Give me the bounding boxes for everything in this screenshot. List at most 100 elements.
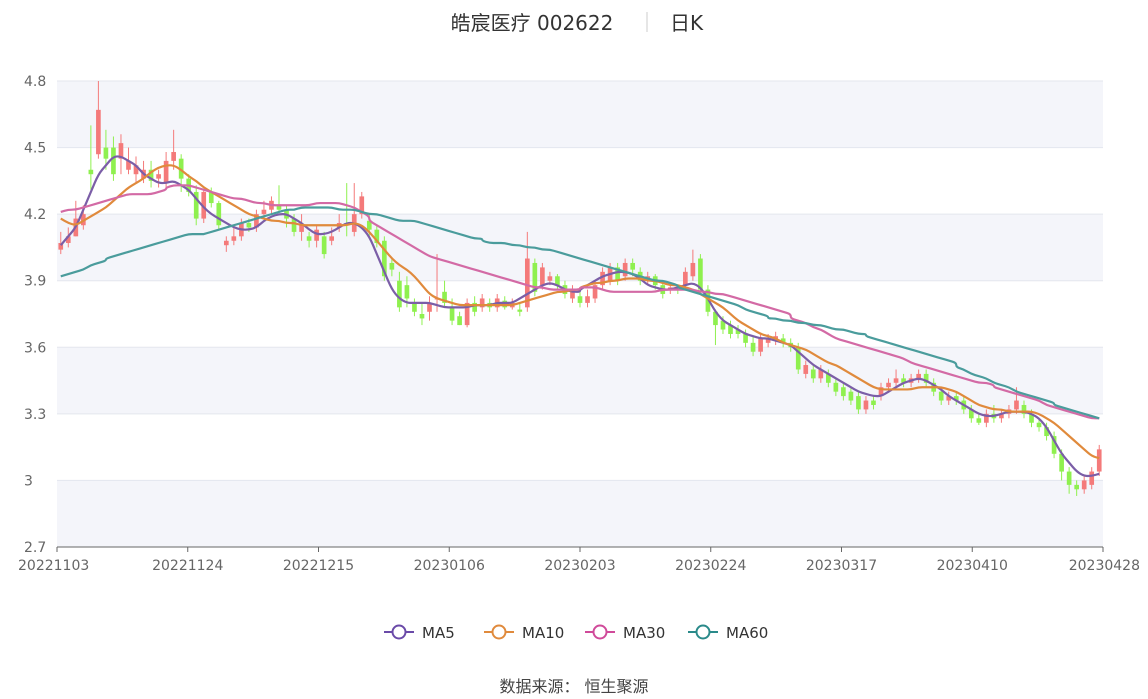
candle — [359, 191, 365, 219]
x-tick-label: 20230317 — [806, 558, 877, 574]
candle — [306, 231, 312, 248]
legend-item-ma5[interactable]: MA5 — [384, 624, 455, 642]
candle — [223, 236, 229, 252]
candle — [818, 365, 824, 383]
candle — [96, 81, 101, 159]
candle-body — [780, 338, 786, 343]
candle — [73, 200, 79, 237]
candle-body — [65, 236, 71, 243]
candle — [878, 382, 884, 401]
legend-label: MA60 — [726, 624, 768, 642]
candle — [524, 231, 530, 312]
candle-body — [976, 418, 982, 423]
x-tick-label: 20230224 — [675, 558, 746, 574]
candle-body — [276, 205, 282, 210]
candle — [999, 409, 1004, 423]
candle — [585, 289, 590, 308]
candle-body — [479, 298, 485, 308]
legend-marker-icon — [592, 624, 608, 640]
candle-body — [856, 396, 861, 410]
candle-body — [968, 409, 974, 419]
candle — [133, 156, 139, 184]
chart-title: 皓宸医疗 002622 日K — [451, 11, 704, 35]
candle — [156, 169, 161, 188]
candle-body — [863, 400, 869, 410]
y-tick-label: 3.3 — [24, 407, 46, 423]
candle — [946, 391, 952, 405]
legend-item-ma60[interactable]: MA60 — [688, 624, 768, 642]
candle — [976, 413, 982, 425]
candle-body — [1044, 427, 1049, 437]
candle-body — [103, 147, 109, 159]
candle-body — [893, 378, 899, 383]
candle-body — [412, 302, 417, 312]
candle-body — [765, 338, 771, 343]
y-tick-label: 3 — [24, 473, 33, 489]
candle-body — [524, 258, 530, 308]
candle-body — [1014, 400, 1019, 410]
grid — [57, 80, 1103, 548]
candle — [893, 369, 899, 388]
candle — [457, 311, 462, 326]
candle-body — [622, 262, 628, 277]
x-tick-label: 20230106 — [414, 558, 485, 574]
candle-body — [901, 378, 906, 383]
candle — [1081, 475, 1087, 494]
candle-body — [96, 109, 101, 155]
candle-body — [163, 160, 169, 184]
legend[interactable]: MA5 MA10 MA30 MA60 — [384, 624, 768, 642]
grid-band — [57, 347, 1103, 414]
candle-body — [178, 158, 184, 179]
candle — [803, 360, 809, 379]
candle-body — [871, 400, 876, 405]
candle — [856, 391, 861, 414]
candle-body — [261, 209, 267, 215]
candle — [1074, 480, 1079, 496]
candle-body — [366, 220, 372, 230]
candle — [825, 369, 831, 388]
candle-body — [404, 285, 410, 299]
candle — [871, 396, 876, 410]
candle-body — [916, 373, 921, 379]
candle-body — [953, 396, 959, 401]
candle — [389, 258, 395, 277]
candle — [810, 365, 816, 383]
candle-body — [246, 223, 252, 228]
candle — [464, 298, 470, 328]
candle-body — [193, 191, 199, 219]
candle-body — [1081, 480, 1087, 490]
candle — [780, 333, 786, 348]
y-tick-label: 4.5 — [24, 141, 46, 157]
candle-body — [201, 191, 207, 219]
candle-body — [359, 196, 365, 215]
candle-body — [540, 267, 545, 286]
y-axis: 2.7 3 3.3 3.6 3.9 4.2 4.5 4.8 — [24, 74, 46, 556]
candle-body — [1059, 453, 1064, 472]
candle-body — [818, 369, 824, 379]
candle — [103, 129, 109, 170]
legend-item-ma30[interactable]: MA30 — [585, 624, 665, 642]
candle-body — [156, 174, 161, 179]
candle-body — [743, 333, 748, 343]
candle-body — [133, 165, 139, 175]
x-tick-label: 20230428 — [1069, 558, 1140, 574]
candle-body — [111, 147, 116, 175]
candle-body — [690, 262, 696, 277]
candle-body — [532, 262, 538, 292]
candle-body — [615, 267, 620, 281]
candle — [570, 285, 575, 303]
candle-body — [148, 169, 154, 181]
candle-body — [1096, 449, 1102, 472]
grid-band — [57, 81, 1103, 148]
legend-item-ma10[interactable]: MA10 — [484, 624, 564, 642]
candle-body — [419, 314, 425, 319]
ma-line-ma60 — [60, 206, 1100, 420]
candle — [953, 391, 959, 405]
legend-marker-icon — [695, 624, 711, 640]
data-source: 数据来源： 恒生聚源 — [499, 677, 648, 696]
candle — [848, 387, 854, 405]
candle — [1096, 444, 1102, 476]
candle — [1051, 431, 1057, 459]
candle-body — [58, 242, 64, 250]
candle-body — [472, 302, 477, 312]
